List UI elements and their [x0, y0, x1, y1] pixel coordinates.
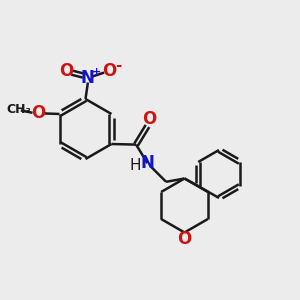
Text: -: - [115, 58, 121, 73]
Text: O: O [102, 62, 117, 80]
Text: +: + [92, 67, 101, 77]
Text: CH₃: CH₃ [6, 103, 31, 116]
Text: O: O [177, 230, 192, 248]
Text: N: N [81, 69, 95, 87]
Text: H: H [129, 158, 141, 173]
Text: N: N [140, 154, 154, 172]
Text: O: O [31, 104, 45, 122]
Text: O: O [142, 110, 156, 128]
Text: O: O [59, 62, 74, 80]
